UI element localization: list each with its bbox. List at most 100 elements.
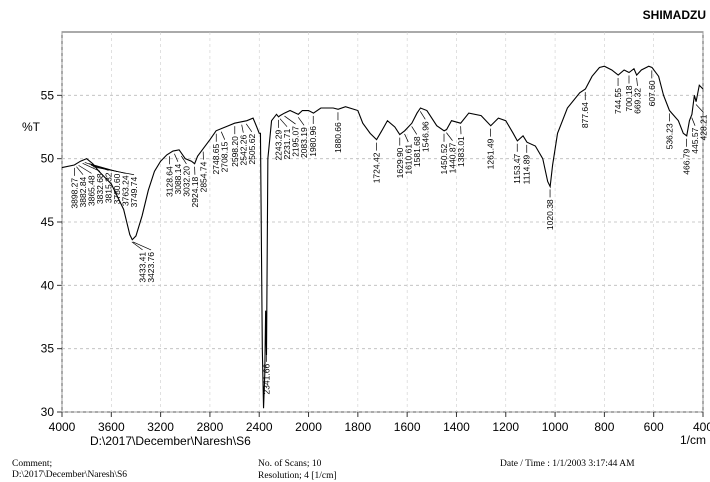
peak-label: 1629.90 xyxy=(395,147,405,178)
peak-label: 1610.61 xyxy=(403,144,413,175)
x-tick-label: 1200 xyxy=(492,420,519,434)
resolution: Resolution; 4 [1/cm] xyxy=(258,471,337,481)
peak-label: 3128.64 xyxy=(164,166,174,197)
peak-leader xyxy=(691,117,696,126)
peak-leader xyxy=(695,104,704,113)
peak-label: 1114.89 xyxy=(522,155,532,185)
peak-leader xyxy=(174,153,179,162)
comment-path: D:\2017\December\Naresh\S6 xyxy=(12,470,127,480)
peak-leader xyxy=(419,111,426,120)
date-time: Date / Time : 1/1/2003 3:17:44 AM xyxy=(500,459,635,469)
peak-leader xyxy=(92,166,135,176)
peak-leader xyxy=(78,165,92,174)
x-tick-label: 600 xyxy=(644,420,664,434)
y-tick-label: 45 xyxy=(41,215,55,229)
y-axis-label: %T xyxy=(22,120,41,134)
peak-label: 2598.20 xyxy=(230,136,240,167)
peak-label: 700.18 xyxy=(624,85,634,111)
peak-label: 536.23 xyxy=(664,123,674,149)
peak-label: 3032.20 xyxy=(181,166,191,197)
peak-label: 3763.24 xyxy=(121,175,131,206)
peak-label: 2854.74 xyxy=(198,161,208,192)
peak-label: 466.79 xyxy=(682,148,692,174)
peak-label: 1153.47 xyxy=(512,153,522,183)
peak-leader xyxy=(82,163,101,172)
peak-label: 3749.74 xyxy=(129,177,139,208)
peak-label: 3780.60 xyxy=(112,173,122,204)
peak-label: 2924.18 xyxy=(190,176,200,207)
brand: SHIMADZU xyxy=(643,8,706,22)
peak-label: 607.60 xyxy=(647,80,657,106)
x-tick-label: 4000 xyxy=(49,420,76,434)
x-tick-label: 1000 xyxy=(542,420,569,434)
peak-leader xyxy=(181,155,187,165)
x-tick-label: 1600 xyxy=(394,420,421,434)
peak-leader xyxy=(132,241,152,251)
y-tick-label: 30 xyxy=(41,405,55,419)
y-tick-label: 55 xyxy=(41,88,55,102)
peak-label: 669.32 xyxy=(632,88,642,114)
peak-leader xyxy=(241,124,244,133)
peak-leader xyxy=(279,118,288,127)
peak-label: 1546.96 xyxy=(420,121,430,152)
peak-leader xyxy=(245,123,253,133)
peak-label: 744.55 xyxy=(613,88,623,114)
peak-label: 877.64 xyxy=(580,102,590,128)
peak-leader xyxy=(636,77,638,86)
x-tick-label: 3200 xyxy=(147,420,174,434)
peak-label: 2505.62 xyxy=(247,134,257,165)
x-tick-label: 1400 xyxy=(443,420,470,434)
peak-label: 3815.32 xyxy=(104,172,114,203)
peak-label: 2243.29 xyxy=(274,130,284,161)
peak-label: 1880.66 xyxy=(333,122,343,153)
spectrum-line xyxy=(61,65,704,409)
peak-label: 445.57 xyxy=(690,127,700,153)
x-tick-label: 1800 xyxy=(344,420,371,434)
peak-leader xyxy=(404,133,409,143)
peak-label: 3433.41 xyxy=(138,252,148,283)
peak-label: 2341.66 xyxy=(261,364,271,395)
file-path: D:\2017\December\Naresh\S6 xyxy=(90,434,251,448)
scans: No. of Scans; 10 xyxy=(258,458,322,469)
peak-label: 2748.65 xyxy=(211,143,221,174)
peak-label: 2231.71 xyxy=(282,128,292,159)
peak-label: 3865.48 xyxy=(87,175,97,206)
peak-leader xyxy=(411,126,418,135)
peak-label: 1450.52 xyxy=(439,143,449,174)
x-tick-label: 3600 xyxy=(98,420,125,434)
peak-leader xyxy=(297,117,305,126)
peak-label: 1020.38 xyxy=(545,199,555,230)
peak-label: 2542.26 xyxy=(238,134,248,165)
y-tick-label: 35 xyxy=(41,342,55,356)
peak-leader xyxy=(131,241,143,251)
peak-leader xyxy=(284,115,296,125)
x-tick-label: 800 xyxy=(594,420,614,434)
y-tick-label: 40 xyxy=(41,278,55,292)
x-tick-label: 2400 xyxy=(246,420,273,434)
peak-label: 3832.68 xyxy=(95,173,105,204)
peak-label: 1383.01 xyxy=(456,136,466,167)
peak-label: 1980.96 xyxy=(308,126,318,157)
peak-label: 428.21 xyxy=(699,114,709,140)
peak-label: 3423.76 xyxy=(146,252,156,283)
peak-label: 3088.14 xyxy=(173,164,183,195)
y-tick-label: 50 xyxy=(41,152,55,166)
peak-label: 1724.42 xyxy=(371,152,381,183)
peak-label: 3898.27 xyxy=(70,178,80,209)
comment-label: Comment; xyxy=(12,459,52,469)
peak-leader xyxy=(446,132,453,141)
peak-label: 3882.84 xyxy=(78,176,88,207)
x-tick-label: 2800 xyxy=(197,420,224,434)
peak-label: 2708.15 xyxy=(220,141,230,172)
peak-label: 1261.49 xyxy=(486,138,496,169)
peak-label: 1440.87 xyxy=(448,142,458,173)
x-tick-label: 2000 xyxy=(295,420,322,434)
peak-label: 2195.07 xyxy=(291,126,301,157)
peak-leader xyxy=(76,166,84,175)
peak-label: 1581.68 xyxy=(412,136,422,167)
x-axis-label: 1/cm xyxy=(680,433,706,447)
x-tick-label: 400 xyxy=(693,420,710,434)
peak-leader xyxy=(220,131,226,140)
peak-label: 2083.19 xyxy=(299,127,309,158)
